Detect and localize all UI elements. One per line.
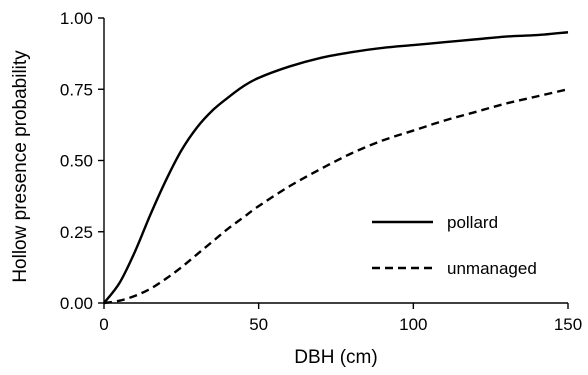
y-ticks: 0.00 0.25 0.50 0.75 1.00 (60, 9, 104, 313)
x-tick-label: 100 (399, 315, 427, 334)
y-tick-label: 0.75 (60, 80, 93, 99)
x-tick-label: 150 (554, 315, 582, 334)
series-line-pollard (103, 31, 569, 304)
x-ticks: 0 50 100 150 (99, 303, 582, 334)
x-axis-title: DBH (cm) (294, 347, 377, 368)
y-tick-label: 1.00 (60, 9, 93, 28)
y-axis-title: Hollow presence probability (10, 50, 31, 283)
y-tick-label: 0.50 (60, 152, 93, 171)
y-tick-label: 0.25 (60, 223, 93, 242)
legend: pollard unmanaged (372, 213, 537, 278)
x-tick-label: 0 (99, 315, 108, 334)
series-line-unmanaged (103, 88, 569, 305)
series-lines (103, 31, 569, 305)
y-tick-label: 0.00 (60, 294, 93, 313)
x-tick-label: 50 (249, 315, 268, 334)
legend-label-unmanaged: unmanaged (447, 259, 537, 278)
legend-label-pollard: pollard (447, 213, 498, 232)
